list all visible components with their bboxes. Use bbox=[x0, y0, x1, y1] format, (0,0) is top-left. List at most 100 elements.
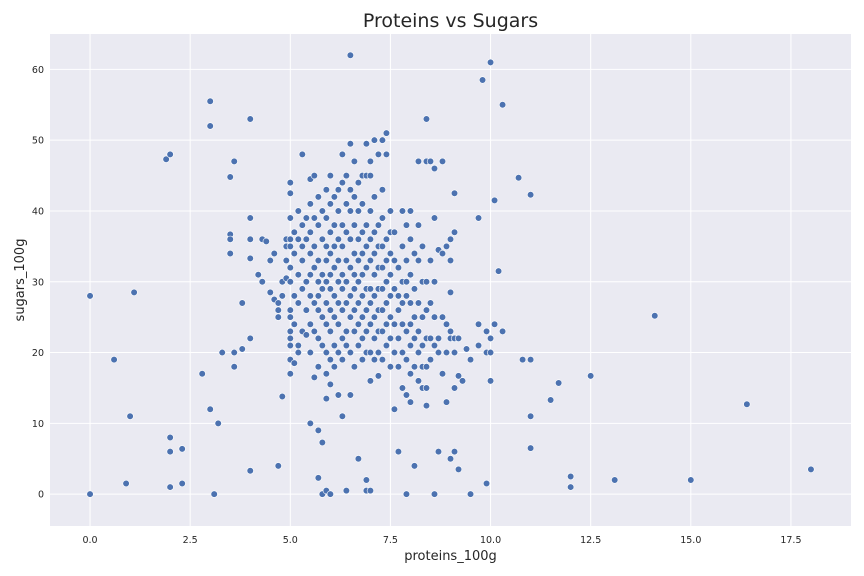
data-point bbox=[354, 455, 362, 463]
data-point bbox=[390, 320, 399, 328]
data-point bbox=[346, 348, 354, 357]
data-point bbox=[310, 242, 318, 250]
data-point bbox=[366, 487, 375, 495]
data-point bbox=[358, 292, 366, 300]
data-point bbox=[430, 214, 439, 222]
data-point bbox=[338, 356, 346, 364]
data-point bbox=[514, 174, 523, 182]
data-point bbox=[426, 334, 435, 343]
data-point bbox=[398, 320, 407, 328]
data-point bbox=[86, 490, 94, 498]
data-point bbox=[370, 228, 379, 236]
data-point bbox=[362, 264, 370, 272]
data-point bbox=[450, 348, 459, 357]
data-point bbox=[206, 405, 214, 413]
data-point bbox=[302, 235, 310, 243]
data-point bbox=[318, 235, 326, 243]
data-point bbox=[410, 285, 419, 293]
data-point bbox=[555, 379, 563, 387]
data-point bbox=[318, 341, 326, 350]
data-point bbox=[350, 363, 358, 371]
data-point bbox=[342, 278, 350, 286]
data-point bbox=[366, 377, 375, 385]
data-point bbox=[338, 306, 346, 314]
data-point bbox=[386, 334, 395, 343]
data-point bbox=[366, 320, 375, 328]
data-point bbox=[382, 341, 391, 350]
data-point bbox=[611, 476, 619, 484]
data-point bbox=[298, 256, 306, 265]
data-point bbox=[442, 348, 451, 357]
data-point bbox=[410, 249, 419, 258]
data-point bbox=[362, 306, 370, 314]
data-point bbox=[430, 164, 439, 173]
data-point bbox=[378, 214, 387, 222]
data-point bbox=[438, 249, 447, 258]
data-point bbox=[338, 150, 346, 158]
data-point bbox=[350, 157, 358, 166]
data-point bbox=[490, 196, 499, 204]
data-point bbox=[334, 320, 342, 328]
data-point bbox=[446, 327, 455, 335]
data-point bbox=[374, 150, 383, 158]
data-point bbox=[126, 412, 134, 420]
data-point bbox=[370, 334, 379, 343]
data-point bbox=[122, 479, 130, 488]
data-point bbox=[342, 299, 350, 307]
data-point bbox=[314, 334, 322, 343]
data-point bbox=[298, 242, 306, 250]
data-point bbox=[314, 256, 322, 265]
data-point bbox=[318, 207, 326, 215]
data-point bbox=[526, 444, 535, 452]
data-point bbox=[218, 348, 226, 357]
data-point bbox=[454, 334, 463, 343]
data-point bbox=[322, 186, 330, 194]
data-point bbox=[410, 363, 419, 371]
data-point bbox=[210, 490, 218, 498]
x-tick-label: 10.0 bbox=[480, 535, 501, 546]
data-point bbox=[386, 271, 395, 279]
data-point bbox=[322, 214, 330, 222]
data-point bbox=[322, 370, 330, 378]
data-point bbox=[338, 334, 346, 343]
data-point bbox=[330, 292, 338, 300]
x-tick-label: 7.5 bbox=[383, 535, 398, 546]
data-point bbox=[290, 228, 298, 236]
data-point bbox=[302, 306, 310, 314]
data-point bbox=[446, 455, 455, 463]
data-point bbox=[386, 363, 395, 371]
data-point bbox=[306, 200, 314, 208]
data-point bbox=[366, 207, 375, 215]
data-point bbox=[286, 235, 294, 243]
data-point bbox=[390, 256, 399, 265]
data-point bbox=[326, 490, 334, 498]
data-point bbox=[402, 292, 411, 300]
data-point bbox=[378, 136, 387, 144]
data-point bbox=[414, 348, 423, 357]
data-point bbox=[370, 271, 379, 279]
data-point bbox=[382, 150, 391, 158]
data-point bbox=[354, 235, 362, 243]
data-point bbox=[298, 285, 306, 293]
data-point bbox=[350, 221, 358, 229]
data-point bbox=[334, 207, 342, 215]
y-tick-label: 20 bbox=[32, 348, 44, 359]
data-point bbox=[290, 359, 298, 367]
data-point bbox=[450, 228, 459, 236]
data-point bbox=[386, 292, 395, 300]
data-point bbox=[426, 356, 435, 364]
data-point bbox=[358, 271, 366, 279]
data-point bbox=[294, 348, 302, 357]
data-point bbox=[342, 200, 350, 208]
data-point bbox=[338, 179, 346, 187]
y-tick-label: 50 bbox=[32, 136, 44, 147]
data-point bbox=[406, 341, 415, 350]
data-point bbox=[330, 193, 338, 201]
data-point bbox=[346, 235, 354, 243]
data-point bbox=[326, 327, 334, 335]
y-tick-label: 0 bbox=[38, 490, 44, 501]
data-point bbox=[406, 398, 415, 406]
data-point bbox=[326, 249, 334, 258]
data-point bbox=[334, 391, 342, 399]
x-tick-label: 0.0 bbox=[82, 535, 97, 546]
